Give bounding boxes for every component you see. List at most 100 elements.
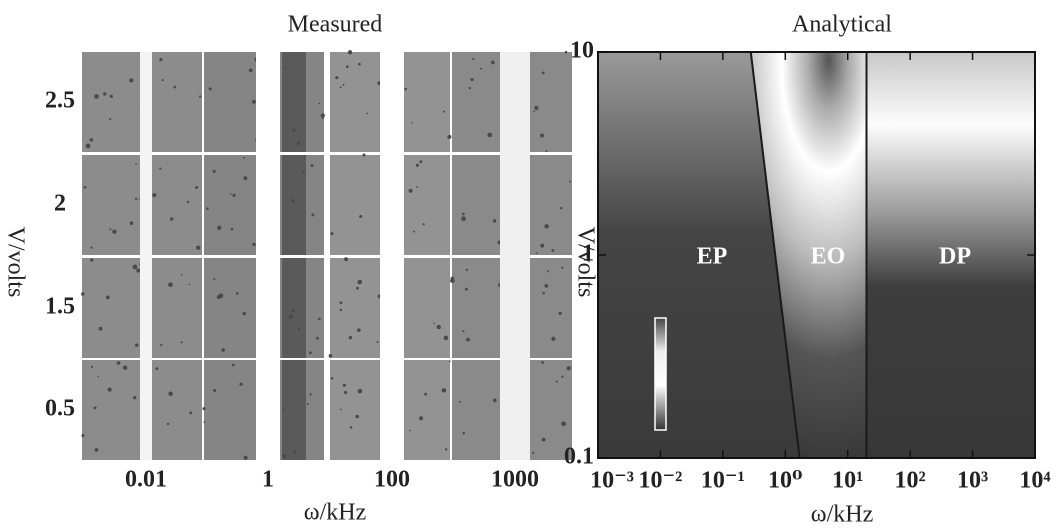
speck bbox=[492, 219, 497, 223]
x-tick-label: 0.01 bbox=[125, 467, 167, 493]
speck bbox=[302, 171, 305, 175]
speck bbox=[135, 163, 137, 165]
speck bbox=[186, 200, 190, 204]
y-tick-label: 0.5 bbox=[45, 396, 75, 422]
speck bbox=[134, 197, 138, 201]
speck bbox=[235, 291, 239, 295]
speck bbox=[561, 266, 564, 269]
speck bbox=[462, 330, 465, 333]
x-tick-label: 10⁰ bbox=[768, 468, 803, 494]
speck bbox=[109, 228, 112, 231]
region-label: DP bbox=[939, 244, 971, 270]
speck bbox=[168, 391, 173, 397]
speck bbox=[85, 143, 91, 149]
panel-title: Measured bbox=[288, 12, 383, 38]
speck bbox=[328, 354, 333, 358]
speck bbox=[310, 164, 314, 167]
speck bbox=[155, 367, 159, 371]
speck bbox=[316, 336, 319, 340]
speck bbox=[94, 448, 99, 452]
speck bbox=[339, 301, 343, 305]
speck bbox=[544, 224, 549, 229]
speck bbox=[152, 193, 157, 198]
speck bbox=[415, 163, 419, 167]
x-tick-label: 10⁻³ bbox=[590, 468, 634, 494]
stripe bbox=[380, 52, 404, 460]
speck bbox=[569, 180, 571, 183]
speck bbox=[243, 176, 248, 181]
speck bbox=[345, 65, 349, 69]
speck bbox=[357, 388, 363, 394]
x-axis-label: ω/kHz bbox=[304, 500, 366, 526]
speck bbox=[342, 383, 346, 387]
speck bbox=[436, 324, 441, 330]
speck bbox=[189, 411, 193, 415]
speck bbox=[564, 50, 568, 54]
speck bbox=[98, 326, 103, 331]
panel-title: Analytical bbox=[792, 12, 892, 38]
x-tick-label: 10³ bbox=[957, 468, 988, 494]
speck bbox=[355, 414, 359, 419]
speck bbox=[347, 50, 353, 55]
x-tick-label: 10⁻² bbox=[638, 468, 682, 494]
speck bbox=[208, 87, 212, 91]
y-tick-label: 0.1 bbox=[564, 444, 594, 470]
speck bbox=[443, 335, 449, 341]
speck bbox=[93, 406, 97, 410]
speck bbox=[166, 422, 170, 426]
speck bbox=[213, 278, 216, 281]
speck bbox=[470, 77, 474, 82]
speck bbox=[404, 87, 407, 91]
speck bbox=[422, 223, 425, 226]
speck bbox=[282, 408, 285, 411]
speck bbox=[292, 450, 296, 454]
speck bbox=[342, 83, 345, 86]
speck bbox=[442, 110, 445, 113]
speck bbox=[90, 246, 93, 249]
speck bbox=[318, 102, 320, 105]
speck bbox=[107, 387, 112, 392]
speck bbox=[203, 421, 206, 423]
speck bbox=[188, 283, 191, 286]
speck bbox=[532, 451, 535, 455]
speck bbox=[221, 348, 225, 352]
speck bbox=[311, 213, 315, 217]
speck bbox=[90, 365, 94, 368]
stripe bbox=[140, 52, 152, 460]
x-tick-label: 10⁻¹ bbox=[701, 468, 745, 494]
speck bbox=[535, 252, 538, 254]
speck bbox=[135, 343, 139, 347]
speck bbox=[103, 92, 107, 96]
speck bbox=[212, 169, 216, 173]
speck bbox=[217, 225, 222, 231]
speck bbox=[320, 113, 325, 118]
speck bbox=[558, 311, 562, 316]
speck bbox=[284, 67, 287, 70]
speck bbox=[356, 328, 361, 333]
y-tick-label: 1.5 bbox=[45, 294, 75, 320]
speck bbox=[218, 293, 224, 299]
speck bbox=[408, 188, 413, 193]
region-dp bbox=[866, 52, 1035, 458]
speck bbox=[356, 286, 359, 290]
speck bbox=[309, 351, 312, 355]
speck bbox=[133, 396, 137, 400]
speck bbox=[366, 112, 369, 115]
speck bbox=[462, 431, 466, 435]
speck bbox=[109, 94, 113, 98]
speck bbox=[534, 105, 539, 110]
speck bbox=[132, 264, 138, 270]
boundary-line bbox=[749, 51, 801, 459]
speck bbox=[551, 336, 556, 341]
speck bbox=[461, 216, 466, 222]
speck bbox=[202, 407, 206, 411]
speck bbox=[362, 153, 366, 157]
speck bbox=[282, 453, 287, 459]
speck bbox=[129, 221, 134, 225]
x-tick-label: 10¹ bbox=[832, 468, 863, 494]
speck bbox=[297, 327, 301, 331]
speck bbox=[180, 274, 183, 276]
speck bbox=[441, 388, 447, 393]
speck bbox=[487, 132, 493, 138]
speck bbox=[541, 437, 546, 442]
